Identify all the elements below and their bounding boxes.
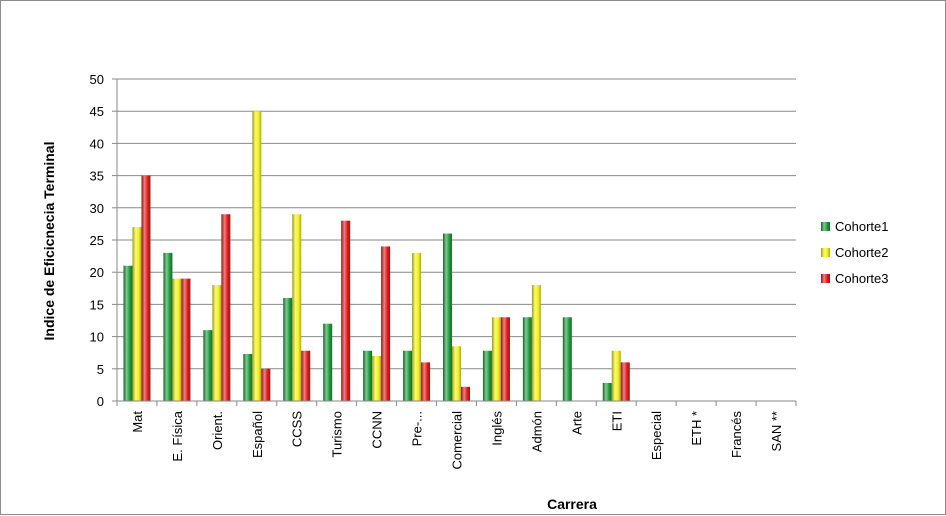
bar-cohorte1-8	[443, 233, 452, 401]
y-tick-label: 10	[90, 330, 104, 345]
x-tick-label: CCSS	[290, 411, 305, 447]
y-tick-label: 15	[90, 297, 104, 312]
bar-cohorte2-4	[292, 214, 302, 401]
bar-cohorte3-7	[421, 362, 431, 401]
y-tick-label: 45	[90, 104, 104, 119]
bar-cohorte3-6	[381, 246, 391, 401]
bar-cohorte1-4	[283, 297, 293, 401]
bar-cohorte1-6	[363, 350, 373, 401]
bar-cohorte2-7	[412, 252, 422, 401]
x-tick-label: Inglés	[489, 411, 504, 446]
y-tick-label: 0	[97, 394, 104, 409]
bar-cohorte3-8	[461, 386, 470, 401]
x-tick-label: Pre-...	[410, 411, 425, 446]
y-axis-title: Indice de Eficicnecia Terminal	[41, 142, 57, 341]
legend-swatch-cohorte1	[821, 222, 830, 231]
axes	[116, 79, 796, 402]
bar-cohorte1-2	[203, 330, 213, 401]
bar-cohorte3-4	[301, 350, 311, 401]
y-tick-label: 5	[97, 362, 104, 377]
x-tick-label: Mat	[130, 411, 145, 433]
x-tick-label: Arte	[569, 411, 584, 435]
bar-cohorte2-12	[611, 350, 621, 401]
bar-cohorte3-5	[341, 220, 351, 401]
y-tick-label: 40	[90, 136, 104, 151]
bar-cohorte2-2	[212, 285, 222, 401]
x-tick-label: Comercial	[450, 411, 465, 470]
y-tick-label: 30	[90, 201, 104, 216]
y-tick-label: 20	[90, 265, 104, 280]
x-axis-ticks: Mat E. Física Orient. Español CCSS Turismo CCN…	[116, 401, 797, 470]
bar-cohorte1-7	[403, 350, 413, 401]
y-tick-label: 35	[90, 169, 104, 184]
legend: Cohorte1 Cohorte2 Cohorte3	[821, 219, 888, 286]
x-tick-label: E. Física	[170, 410, 185, 461]
bar-cohorte3-1	[181, 278, 191, 401]
legend-swatch-cohorte2	[821, 248, 830, 257]
bar-cohorte3-0	[141, 175, 151, 401]
bar-cohorte2-8	[452, 346, 461, 401]
legend-label-cohorte3: Cohorte3	[835, 271, 888, 286]
bar-cohorte1-11	[562, 317, 572, 401]
y-axis-ticks: 0 5 10 15 20 25 30 35 40 45 50	[90, 72, 117, 409]
x-tick-label: Francés	[729, 411, 744, 458]
x-tick-label: Orient.	[210, 411, 225, 450]
bar-cohorte2-3	[252, 111, 262, 401]
y-tick-label: 25	[90, 233, 104, 248]
x-tick-label: ETI	[609, 411, 624, 431]
bar-cohorte2-1	[172, 278, 182, 401]
bar-cohorte1-9	[482, 350, 492, 401]
x-tick-label: Especial	[649, 411, 664, 460]
bar-cohorte1-10	[522, 317, 532, 401]
legend-swatch-cohorte3	[821, 274, 830, 283]
bars	[123, 111, 630, 401]
bar-cohorte1-0	[123, 265, 133, 401]
bar-cohorte2-6	[372, 355, 382, 401]
y-tick-label: 50	[90, 72, 104, 87]
x-tick-label: Admón	[529, 411, 544, 452]
x-tick-label: CCNN	[370, 411, 385, 449]
bar-cohorte1-1	[163, 252, 173, 401]
x-tick-label: Turismo	[330, 411, 345, 457]
bar-cohorte2-0	[132, 227, 142, 401]
x-tick-label: SAN **	[769, 411, 784, 451]
legend-label-cohorte1: Cohorte1	[835, 219, 888, 234]
bar-cohorte1-12	[602, 382, 612, 401]
bar-cohorte3-2	[221, 214, 231, 401]
bar-cohorte3-3	[261, 368, 271, 401]
bar-cohorte2-10	[531, 285, 541, 401]
bar-cohorte2-9	[491, 317, 501, 401]
x-tick-label: ETH *	[689, 411, 704, 446]
bar-cohorte3-9	[500, 317, 510, 401]
bar-cohorte3-12	[620, 362, 630, 401]
x-tick-label: Español	[250, 411, 265, 458]
bar-cohorte1-3	[243, 353, 253, 401]
legend-label-cohorte2: Cohorte2	[835, 245, 888, 260]
bar-cohorte1-5	[323, 323, 333, 401]
x-axis-title: Carrera	[547, 496, 597, 512]
